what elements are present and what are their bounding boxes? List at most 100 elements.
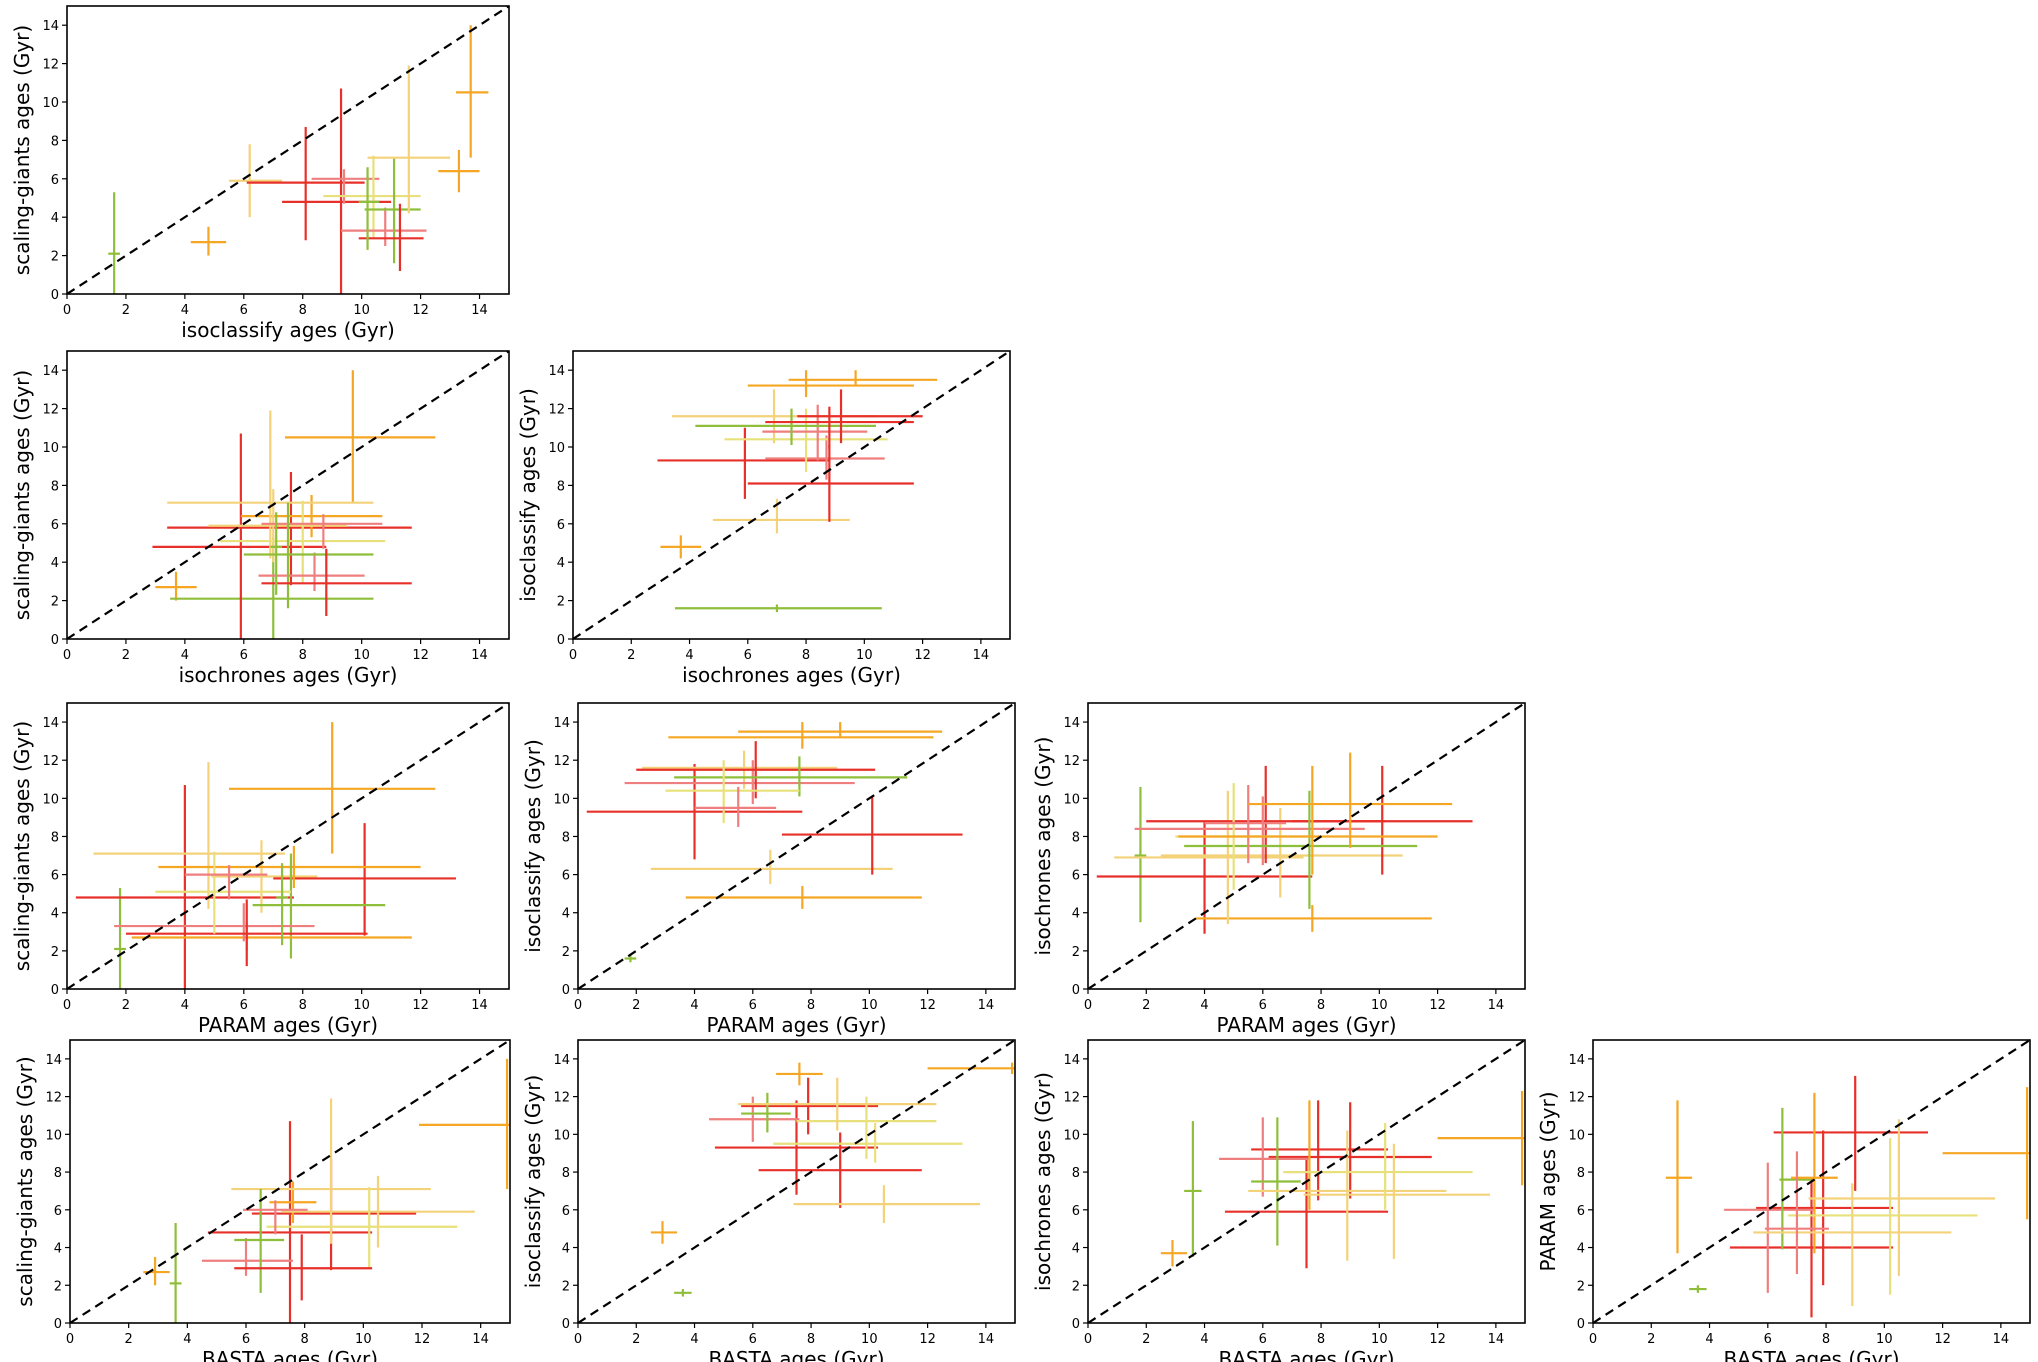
errorbar-series [650, 1062, 1015, 1297]
y-tick-label: 0 [51, 633, 59, 648]
one-to-one-line [67, 351, 509, 639]
x-tick-label: 12 [412, 303, 429, 318]
x-axis-label: isochrones ages (Gyr) [682, 663, 901, 687]
data-point [207, 1121, 373, 1323]
y-tick-label: 2 [1577, 1279, 1585, 1294]
x-tick-label: 2 [1142, 998, 1150, 1013]
subplot-p_param_isoclassify: 0 2 4 6 8 10 12 14 0 2 4 6 8 10 12 14 PARAM ages (Gyr) is… [521, 702, 1016, 1037]
subplot-p_isoch_scaling: 0 2 4 6 8 10 12 14 0 2 4 6 8 10 12 14 isochrones ages (G… [10, 350, 510, 687]
y-tick-label: 6 [54, 1204, 62, 1219]
y-tick-label: 8 [51, 830, 59, 845]
y-tick-label: 6 [562, 869, 570, 884]
one-to-one-line [70, 1040, 510, 1323]
data-point [1665, 1100, 1693, 1254]
data-point [765, 406, 914, 449]
x-tick-label: 4 [181, 998, 189, 1013]
data-point [419, 1058, 510, 1190]
x-axis-label: isoclassify ages (Gyr) [181, 318, 395, 342]
x-tick-label: 4 [690, 998, 698, 1013]
data-point [1248, 752, 1453, 848]
x-tick-label: 8 [299, 998, 307, 1013]
data-point [650, 849, 893, 885]
x-tick-label: 0 [574, 998, 582, 1013]
y-tick-label: 12 [45, 1091, 62, 1106]
x-tick-label: 4 [181, 303, 189, 318]
one-to-one-line [67, 6, 509, 294]
x-tick-label: 0 [569, 648, 577, 663]
x-tick-label: 10 [1371, 998, 1388, 1013]
y-tick-label: 0 [1577, 1317, 1585, 1332]
data-point [776, 1062, 823, 1086]
data-point [1114, 790, 1304, 925]
x-tick-label: 4 [1705, 1332, 1713, 1347]
x-tick-label: 12 [1429, 1332, 1446, 1347]
y-tick-label: 8 [54, 1166, 62, 1181]
x-tick-label: 6 [242, 1332, 250, 1347]
one-to-one-line [578, 1040, 1015, 1323]
data-point [75, 784, 294, 989]
x-tick-label: 6 [1764, 1332, 1772, 1347]
data-point [1251, 1100, 1389, 1201]
data-point [1764, 1151, 1829, 1274]
data-point [364, 157, 421, 264]
one-to-one-line [67, 703, 509, 989]
y-tick-label: 0 [562, 983, 570, 998]
data-point [685, 886, 922, 909]
y-tick-label: 4 [51, 907, 59, 922]
data-point [747, 370, 914, 398]
x-tick-label: 12 [919, 998, 936, 1013]
data-point [438, 150, 480, 193]
x-tick-label: 4 [183, 1332, 191, 1347]
x-tick-label: 2 [125, 1332, 133, 1347]
subplot-p_basta_isochrones: 0 2 4 6 8 10 12 14 0 2 4 6 8 10 12 14 BASTA ages (Gyr) is… [1031, 1039, 1526, 1362]
data-point [586, 764, 803, 860]
x-tick-label: 0 [1084, 998, 1092, 1013]
y-tick-label: 10 [553, 792, 570, 807]
y-tick-label: 4 [51, 211, 59, 226]
x-tick-label: 0 [66, 1332, 74, 1347]
y-tick-label: 8 [557, 479, 565, 494]
data-point [170, 537, 374, 639]
data-point [665, 760, 800, 824]
y-tick-label: 12 [548, 403, 565, 418]
errorbar-series [657, 370, 938, 613]
y-tick-label: 0 [557, 633, 565, 648]
x-tick-label: 10 [1876, 1332, 1893, 1347]
data-point [762, 404, 868, 461]
data-point [1184, 790, 1418, 909]
x-tick-label: 6 [240, 648, 248, 663]
y-tick-label: 10 [42, 441, 59, 456]
data-point [1134, 796, 1365, 866]
data-point [1195, 905, 1432, 932]
y-tick-label: 6 [51, 518, 59, 533]
data-point [152, 433, 327, 639]
y-tick-label: 10 [553, 1128, 570, 1143]
data-point [797, 389, 923, 444]
data-point [1160, 1239, 1188, 1267]
data-point [1689, 1285, 1707, 1293]
one-to-one-line [1088, 703, 1525, 989]
x-tick-label: 14 [471, 648, 488, 663]
data-point [367, 65, 451, 214]
data-point [220, 500, 386, 584]
y-tick-label: 0 [54, 1317, 62, 1332]
data-point [796, 1096, 937, 1159]
data-point [741, 1092, 791, 1133]
y-tick-label: 10 [548, 441, 565, 456]
errorbar-series [108, 25, 489, 294]
y-tick-label: 6 [557, 518, 565, 533]
axes-frame [577, 1039, 1016, 1324]
data-point [114, 887, 126, 989]
x-tick-label: 4 [1200, 998, 1208, 1013]
x-tick-label: 8 [807, 1332, 815, 1347]
y-axis-label: isochrones ages (Gyr) [1031, 737, 1055, 956]
y-axis-label: scaling-giants ages (Gyr) [10, 25, 34, 275]
data-point [1248, 1130, 1447, 1261]
x-axis-label: BASTA ages (Gyr) [202, 1347, 378, 1362]
axes-frame [1087, 1039, 1526, 1324]
y-axis-label: scaling-giants ages (Gyr) [13, 1056, 37, 1306]
data-point [202, 1238, 293, 1276]
y-tick-label: 8 [51, 479, 59, 494]
data-point [636, 741, 876, 799]
y-tick-label: 14 [45, 1053, 62, 1068]
